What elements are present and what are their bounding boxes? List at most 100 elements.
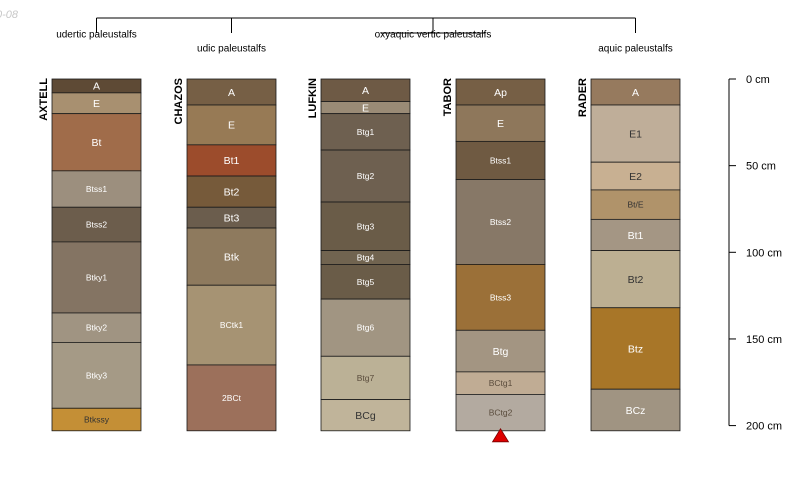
horizon-tabor-ap-0 (455, 78, 546, 106)
depth-tick-label: 50 cm (746, 161, 776, 173)
horizon-axtell-btky1-5 (51, 241, 142, 314)
horizon-lufkin-btg7-8 (320, 355, 411, 401)
horizon-label: Btss2 (490, 217, 512, 227)
horizon-label: Btss3 (490, 292, 512, 302)
horizon-lufkin-btg6-7 (320, 298, 411, 357)
horizon-label: Btky1 (86, 272, 108, 282)
depth-tick-label: 0 cm (746, 74, 770, 86)
horizon-axtell-btkssy-8 (51, 407, 142, 432)
horizon-axtell-btss1-3 (51, 170, 142, 208)
horizon-tabor-btss1-2 (455, 140, 546, 180)
horizon-label: Btky2 (86, 323, 108, 333)
group-label-oxyaquic-vertic-paleustalfs: oxyaquic vertic paleustalfs (375, 30, 492, 41)
corner-label: 0-08 (0, 9, 19, 21)
horizon-chazos-bt1-2 (186, 144, 277, 177)
horizon-label: A (632, 87, 639, 99)
horizon-label: Bt2 (224, 186, 240, 198)
horizon-rader-a-0 (590, 78, 681, 106)
horizon-chazos-e-1 (186, 104, 277, 146)
horizon-chazos-bctk1-6 (186, 284, 277, 366)
horizon-label: Bt/E (627, 200, 643, 210)
horizon-label: BCtg1 (489, 378, 513, 388)
profile-axtell: AE Bt Btss1 Btss2 Btky1 Btky2 Btky3 Btkssy AXTEL… (38, 78, 142, 432)
horizon-chazos-bt2-3 (186, 175, 277, 208)
horizon-label: A (228, 87, 235, 99)
profile-tabor: Ap E Btss1 Btss2 Btss3 Btg BCtg1 BCtg2 TABOR (442, 78, 546, 443)
horizon-rader-bt-e-3 (590, 189, 681, 220)
profile-rader: A E1 E2 Bt/E Bt1 Bt2 Btz BCz RADER (577, 78, 681, 432)
horizon-label: BCg (355, 410, 376, 422)
depth-tick-label: 150 cm (746, 334, 782, 346)
horizon-rader-bt2-5 (590, 250, 681, 309)
profile-lufkin: AE Btg1 Btg2 Btg3 Btg4 Btg5 Btg6 Btg7 BCg LUFKIN (307, 78, 411, 432)
horizon-tabor-btss3-4 (455, 264, 546, 331)
horizon-lufkin-btg3-4 (320, 201, 411, 251)
horizon-tabor-btg-5 (455, 329, 546, 373)
horizon-rader-e2-2 (590, 161, 681, 191)
horizon-chazos-btk-5 (186, 227, 277, 286)
horizon-lufkin-btg1-2 (320, 113, 411, 151)
horizon-label: E (93, 98, 100, 110)
grouping-dendrogram: udertic paleustalfs udic paleustalfs oxyaq… (56, 17, 673, 55)
horizon-tabor-bctg2-7 (455, 394, 546, 432)
horizon-lufkin-btg2-3 (320, 149, 411, 203)
horizon-label: Bt1 (224, 155, 240, 167)
horizon-rader-btz-6 (590, 307, 681, 390)
profile-name-lufkin: LUFKIN (307, 78, 319, 118)
horizon-label: Btk (224, 251, 240, 263)
depth-scale: 0 cm 50 cm 100 cm 150 cm 200 cm (728, 74, 782, 433)
profile-chazos: A E Bt1 Bt2 Bt3 Btk BCtk1 2BCt CHAZOS (173, 78, 277, 432)
depth-tick-label: 200 cm (746, 421, 782, 433)
horizon-chazos-2bct-7 (186, 364, 277, 432)
horizon-label: E1 (629, 128, 642, 140)
horizon-rader-e1-1 (590, 104, 681, 163)
horizon-label: Btz (628, 343, 643, 355)
horizon-label: A (362, 85, 369, 97)
horizon-rader-bcz-7 (590, 388, 681, 432)
horizon-label: E (228, 120, 235, 132)
group-label-udertic-paleustalfs: udertic paleustalfs (56, 30, 137, 41)
horizon-label: BCz (626, 405, 646, 417)
horizon-label: Btg6 (357, 323, 375, 333)
horizon-label: Ap (494, 87, 507, 99)
depth-tick-label: 100 cm (746, 247, 782, 259)
horizon-label: Bt (92, 137, 102, 149)
horizon-lufkin-bcg-9 (320, 399, 411, 432)
horizon-label: Btky3 (86, 370, 108, 380)
profile-name-tabor: TABOR (442, 78, 454, 116)
profile-name-chazos: CHAZOS (173, 78, 185, 124)
horizon-label: Btss2 (86, 220, 108, 230)
soil-profiles: AEBtBtss1Btss2Btky1Btky2Btky3BtkssyAXTEL… (38, 78, 681, 443)
profile-name-rader: RADER (577, 78, 589, 117)
group-label-aquic-paleustalfs: aquic paleustalfs (598, 44, 673, 55)
horizon-label: E (362, 102, 369, 114)
horizon-label: Btg2 (357, 171, 375, 181)
horizon-tabor-e-1 (455, 104, 546, 142)
horizon-label: A (93, 81, 100, 93)
horizon-label: Bt2 (628, 274, 644, 286)
horizon-label: Btss1 (490, 156, 512, 166)
horizon-axtell-bt-2 (51, 113, 142, 172)
horizon-label: Btg4 (357, 253, 375, 263)
horizon-label: Btg7 (357, 373, 375, 383)
group-label-udic-paleustalfs: udic paleustalfs (197, 44, 266, 55)
horizon-label: Btg3 (357, 221, 375, 231)
horizon-label: E (497, 118, 504, 130)
horizon-axtell-btss2-4 (51, 206, 142, 243)
profile-name-axtell: AXTELL (38, 78, 50, 121)
horizon-label: Btss1 (86, 184, 108, 194)
horizon-label: BCtg2 (489, 408, 513, 418)
horizon-label: BCtk1 (220, 320, 243, 330)
horizon-label: Bt1 (628, 230, 644, 242)
horizon-tabor-btss2-3 (455, 179, 546, 265)
horizon-label: E2 (629, 171, 642, 183)
horizon-label: Btkssy (84, 415, 110, 425)
horizon-rader-bt1-4 (590, 218, 681, 251)
horizon-label: Btg1 (357, 127, 375, 137)
profile-marker-triangle (491, 428, 510, 443)
horizon-label: Btg (493, 346, 509, 358)
horizon-label: 2BCt (222, 393, 242, 403)
horizon-label: Bt3 (224, 212, 240, 224)
horizon-label: Btg5 (357, 277, 375, 287)
